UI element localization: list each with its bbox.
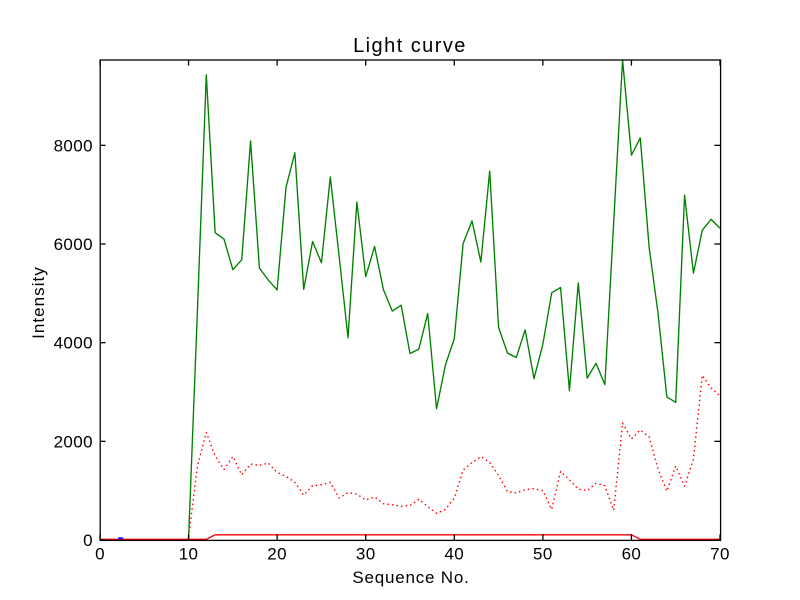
svg-text:Intensity: Intensity — [29, 266, 48, 339]
svg-text:Sequence No.: Sequence No. — [352, 568, 469, 587]
svg-text:0: 0 — [83, 531, 93, 550]
svg-text:6000: 6000 — [54, 235, 93, 254]
svg-text:70: 70 — [710, 545, 730, 564]
svg-text:10: 10 — [179, 545, 199, 564]
svg-text:4000: 4000 — [54, 334, 93, 353]
svg-text:30: 30 — [356, 545, 376, 564]
svg-text:60: 60 — [622, 545, 642, 564]
svg-text:50: 50 — [533, 545, 553, 564]
svg-text:8000: 8000 — [54, 136, 93, 155]
svg-text:0: 0 — [95, 545, 105, 564]
svg-text:40: 40 — [444, 545, 464, 564]
svg-text:20: 20 — [267, 545, 287, 564]
svg-text:Light curve: Light curve — [353, 35, 467, 57]
svg-text:2000: 2000 — [54, 432, 93, 451]
